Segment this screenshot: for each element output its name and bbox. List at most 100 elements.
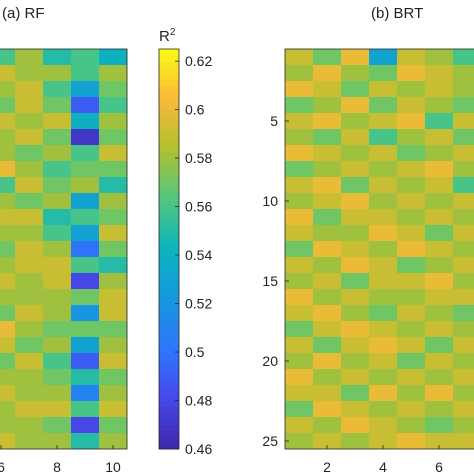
brt-cell	[313, 49, 342, 66]
brt-cell	[425, 369, 454, 386]
rf-cell	[71, 305, 100, 322]
brt-cell	[341, 65, 370, 82]
brt-cell	[341, 385, 370, 402]
rf-cell	[15, 177, 44, 194]
brt-cell	[341, 417, 370, 434]
rf-cell	[99, 385, 128, 402]
colorbar-swatch	[159, 424, 179, 432]
rf-cell	[99, 321, 128, 338]
rf-cell	[15, 257, 44, 274]
brt-cell	[369, 225, 398, 242]
brt-y-tick-label: 10	[262, 193, 278, 209]
rf-cell	[99, 65, 128, 82]
brt-cell	[453, 209, 474, 226]
brt-cell	[285, 433, 314, 450]
brt-cell	[425, 177, 454, 194]
brt-cell	[425, 401, 454, 418]
rf-cell	[0, 113, 16, 130]
rf-x-tick-label: 8	[53, 459, 61, 474]
brt-cell	[425, 49, 454, 66]
rf-cell	[15, 305, 44, 322]
brt-cell	[313, 241, 342, 258]
brt-cell	[369, 97, 398, 114]
brt-cell	[453, 65, 474, 82]
brt-cell	[425, 161, 454, 178]
brt-cell	[425, 433, 454, 450]
rf-cell	[71, 273, 100, 290]
brt-cell	[313, 145, 342, 162]
rf-cell	[43, 433, 72, 450]
rf-cell	[0, 209, 16, 226]
brt-cell	[397, 401, 426, 418]
brt-cell	[453, 177, 474, 194]
brt-cell	[453, 49, 474, 66]
rf-cell	[99, 209, 128, 226]
colorbar-swatch	[159, 436, 179, 444]
rf-cell	[15, 65, 44, 82]
colorbar-tick-label: 0.54	[185, 247, 212, 263]
brt-cell	[341, 129, 370, 146]
brt-cell	[285, 49, 314, 66]
rf-cell	[43, 177, 72, 194]
brt-cell	[453, 225, 474, 242]
colorbar-swatch	[159, 97, 179, 104]
brt-cell	[369, 353, 398, 370]
colorbar: 0.46 0.48 0.5 0.52 0.54 0.56 0.58 0.6 0.62	[158, 48, 212, 457]
rf-cell	[99, 97, 128, 114]
colorbar-swatch	[159, 139, 179, 147]
brt-cell	[397, 353, 426, 370]
rf-cell	[43, 289, 72, 306]
brt-cell	[369, 193, 398, 210]
colorbar-tick-label: 0.58	[185, 150, 212, 166]
colorbar-swatch	[159, 364, 179, 371]
brt-cell	[313, 193, 342, 210]
brt-cell	[285, 193, 314, 210]
brt-cell	[369, 417, 398, 434]
brt-cell	[341, 289, 370, 306]
rf-cell	[43, 401, 72, 418]
rf-cell	[0, 417, 16, 434]
colorbar-swatch	[159, 382, 179, 389]
rf-cell	[71, 417, 100, 434]
brt-cell	[285, 113, 314, 130]
rf-cell	[0, 289, 16, 306]
colorbar-swatch	[159, 285, 179, 292]
colorbar-swatch	[159, 321, 179, 329]
rf-cell	[43, 353, 72, 370]
brt-cell	[453, 369, 474, 386]
panel-rf-title: (a) RF	[2, 5, 45, 22]
rf-cell	[0, 225, 16, 242]
brt-cell	[397, 337, 426, 354]
brt-cell	[313, 65, 342, 82]
colorbar-swatch	[159, 370, 179, 377]
colorbar-tick-label: 0.48	[185, 393, 212, 409]
rf-cell	[99, 177, 128, 194]
brt-cell	[397, 385, 426, 402]
brt-cell	[369, 81, 398, 98]
brt-cell	[341, 209, 370, 226]
colorbar-swatch	[159, 394, 179, 401]
rf-cell	[71, 433, 100, 450]
brt-cell	[425, 225, 454, 242]
brt-cell	[313, 321, 342, 338]
colorbar-label-superscript: 2	[170, 27, 176, 38]
colorbar-swatch	[159, 309, 179, 317]
colorbar-swatch	[159, 242, 179, 250]
brt-cell	[453, 81, 474, 98]
rf-cell	[43, 65, 72, 82]
rf-cell	[71, 81, 100, 98]
colorbar-swatch	[159, 345, 179, 353]
colorbar-tick-label: 0.62	[185, 53, 212, 69]
colorbar-swatch	[159, 261, 179, 268]
brt-cell	[369, 305, 398, 322]
rf-cell	[0, 257, 16, 274]
rf-cell	[71, 65, 100, 82]
rf-cell	[0, 353, 16, 370]
colorbar-swatch	[159, 206, 179, 214]
rf-cell	[43, 193, 72, 210]
colorbar-swatch	[159, 358, 179, 365]
brt-cell	[313, 257, 342, 274]
colorbar-swatch	[159, 352, 179, 359]
colorbar-swatch	[159, 212, 179, 220]
colorbar-swatch	[159, 133, 179, 141]
